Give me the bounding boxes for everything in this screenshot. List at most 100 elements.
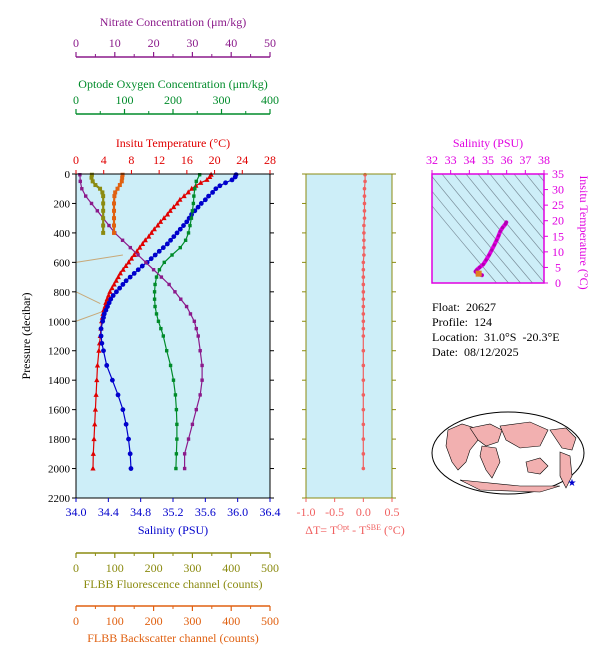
salinity-point <box>174 230 180 236</box>
delta-t-point <box>361 319 366 324</box>
backscatter-tick-label: 0 <box>73 614 79 628</box>
backscatter-point <box>112 201 117 206</box>
salinity-point <box>206 193 211 199</box>
nitrate-point <box>84 194 88 198</box>
backscatter-tick-label: 100 <box>106 614 124 628</box>
oxygen-tick-label: 400 <box>261 93 279 107</box>
ts-density-contours <box>432 174 544 283</box>
fluorescence-tick-label: 0 <box>73 561 79 575</box>
map-landmass <box>479 445 501 479</box>
salinity-point <box>120 282 126 287</box>
fluorescence-point <box>101 223 106 228</box>
delta-t-point <box>361 393 366 397</box>
nitrate-point <box>194 326 198 331</box>
oxygen-point <box>162 260 166 265</box>
ts-surface-marker <box>475 270 482 277</box>
salinity-point <box>139 263 145 269</box>
nitrate-axis-label: Nitrate Concentration (μm/kg) <box>100 15 246 29</box>
map-landmass <box>469 423 503 447</box>
pressure-tick-label: 200 <box>54 198 71 210</box>
map-landmass <box>525 457 549 475</box>
salinity-point <box>171 234 177 239</box>
nitrate-point <box>167 282 171 287</box>
temperature-point <box>109 285 115 291</box>
temperature-point <box>137 244 143 250</box>
temperature-point <box>198 179 204 185</box>
ts-contour <box>501 174 544 226</box>
nitrate-point <box>120 238 125 242</box>
salinity-tick-label: 35.2 <box>163 505 184 519</box>
nitrate-tick-label: 20 <box>148 36 160 50</box>
backscatter-point <box>112 208 117 213</box>
ts-contour <box>432 205 497 283</box>
profile-number: Profile: 124 <box>432 315 492 329</box>
temperature-point <box>177 196 183 202</box>
nitrate-point <box>128 245 133 250</box>
temperature-point <box>161 215 167 221</box>
salinity-point <box>114 289 119 295</box>
nitrate-point <box>151 268 156 272</box>
temperature-tick-label: 4 <box>101 153 107 167</box>
salinity-point <box>99 340 105 346</box>
oxygen-point <box>174 466 178 471</box>
salinity-point <box>123 278 129 284</box>
ts-xtick-label: 36 <box>501 153 513 167</box>
fluorescence-tick-label: 100 <box>106 561 124 575</box>
temperature-point <box>171 204 177 210</box>
salinity-point <box>101 311 107 317</box>
salinity-point <box>128 466 134 471</box>
delta-t-point <box>361 363 366 368</box>
map-landmass <box>459 479 561 493</box>
salinity-point <box>127 274 133 280</box>
salinity-point <box>110 293 116 298</box>
salinity-point <box>123 421 129 427</box>
fluorescence-tick-label: 500 <box>261 561 279 575</box>
nitrate-point <box>198 349 202 353</box>
ts-contour <box>441 174 533 283</box>
temperature-tick-label: 8 <box>128 153 134 167</box>
salinity-point <box>148 256 154 262</box>
temperature-point <box>92 406 98 412</box>
nitrate-point <box>200 363 204 368</box>
ts-xtick-label: 34 <box>463 153 475 167</box>
delta-t-point <box>361 437 366 441</box>
salinity-point <box>177 226 183 232</box>
nitrate-point <box>95 209 100 213</box>
backscatter-series <box>112 172 125 235</box>
delta-t-point <box>362 186 367 191</box>
ts-contour <box>537 174 544 182</box>
salinity-tick-label: 34.4 <box>98 505 119 519</box>
float-id: Float: 20627 <box>432 300 497 314</box>
delta-t-point <box>361 334 366 338</box>
oxygen-tick-label: 100 <box>116 93 134 107</box>
backscatter-tick-label: 200 <box>145 614 163 628</box>
oxygen-point <box>159 326 163 331</box>
nitrate-point <box>182 466 187 471</box>
profile-series-layer <box>75 171 239 471</box>
temperature-point <box>126 259 132 265</box>
pressure-tick-label: 600 <box>54 257 71 269</box>
ts-point <box>481 262 485 266</box>
nitrate-point <box>107 223 111 228</box>
salinity-point <box>127 451 133 457</box>
temperature-point <box>164 211 171 217</box>
nitrate-point <box>136 253 140 257</box>
oxygen-point <box>152 297 157 301</box>
delta-t-point <box>363 172 367 177</box>
pressure-tick-label: 0 <box>65 169 71 181</box>
fluorescence-point <box>101 208 106 213</box>
nitrate-point <box>159 275 164 279</box>
delta-t-series-layer <box>361 172 367 471</box>
fluorescence-point <box>89 175 94 180</box>
nitrate-point <box>192 319 197 323</box>
delta-t-point <box>361 326 366 331</box>
fluorescence-tick-label: 300 <box>183 561 201 575</box>
nitrate-point <box>194 407 198 412</box>
delta-t-point <box>361 312 366 316</box>
backscatter-point <box>117 183 122 188</box>
temperature-point <box>94 377 100 383</box>
ts-xtick-label: 35 <box>482 153 494 167</box>
nitrate-point <box>188 312 193 316</box>
nitrate-point <box>182 452 187 456</box>
fluorescence-point <box>89 172 94 177</box>
